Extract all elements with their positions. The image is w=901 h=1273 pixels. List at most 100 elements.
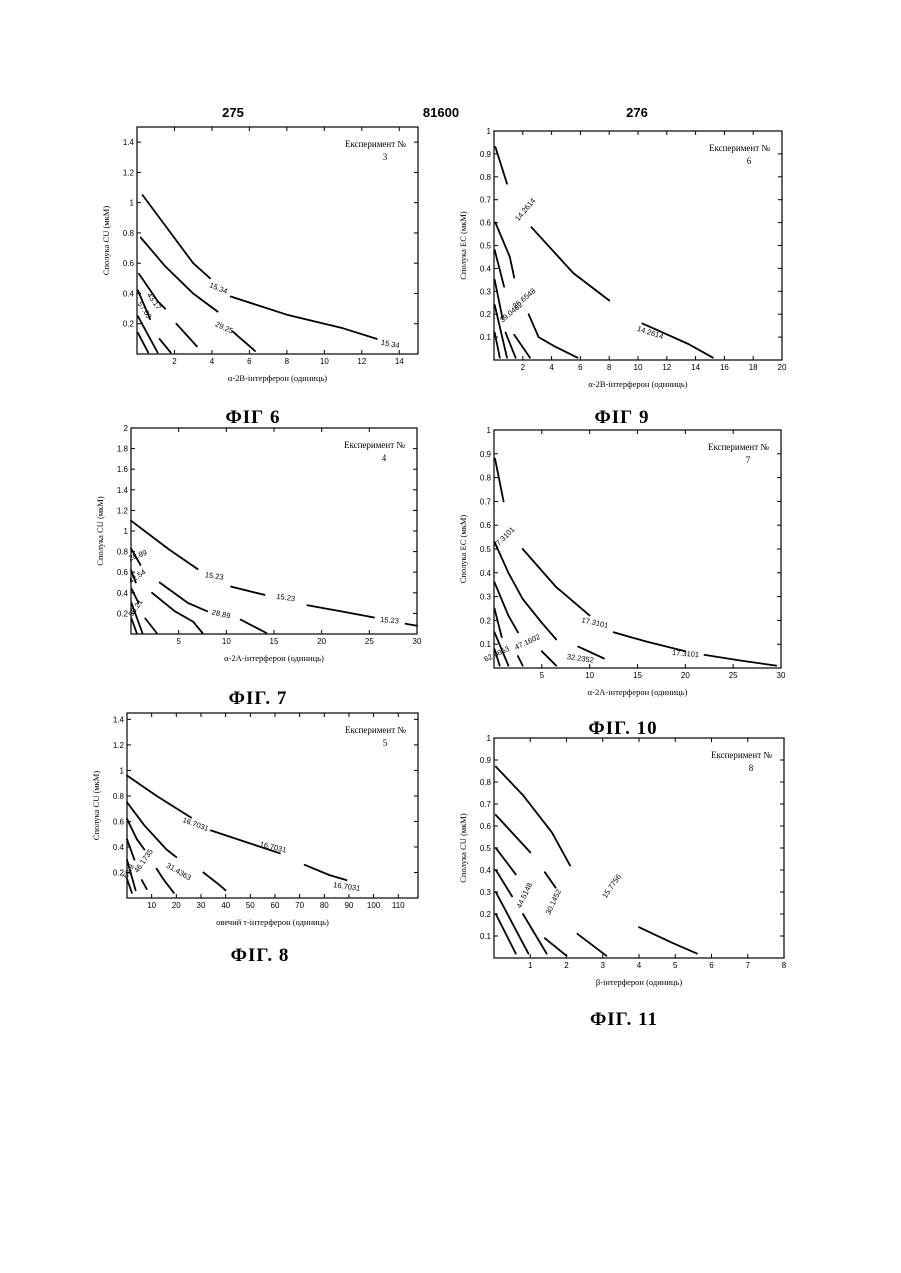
y-tick-label: 0.2 — [123, 320, 135, 329]
x-tick-label: 15 — [633, 671, 642, 680]
x-tick-label: 4 — [549, 363, 554, 372]
x-tick-label: 1 — [528, 961, 533, 970]
y-tick-label: 0.5 — [480, 242, 492, 251]
contour-value-label: 16.7031 — [333, 880, 361, 893]
x-tick-label: 20 — [317, 637, 326, 646]
charts-container: 24681012140.20.40.60.811.21.4α-2B-інтерф… — [91, 127, 787, 987]
y-tick-label: 0.4 — [480, 866, 492, 875]
y-tick-label: 0.2 — [480, 310, 492, 319]
contour-value-label: 47.1602 — [513, 632, 541, 652]
y-tick-label: 1.8 — [117, 445, 129, 454]
contour-value-label: 44.5148 — [515, 881, 535, 909]
contour-line — [138, 333, 148, 353]
y-tick-label: 0.3 — [480, 888, 492, 897]
y-tick-label: 0.2 — [480, 910, 492, 919]
contour-line — [241, 620, 267, 633]
x-tick-label: 6 — [709, 961, 714, 970]
contour-line — [127, 839, 134, 859]
y-tick-label: 0.1 — [480, 333, 492, 342]
contour-line — [127, 879, 132, 893]
y-tick-label: 0.1 — [480, 932, 492, 941]
y-tick-label: 1.2 — [113, 741, 125, 750]
contour-line — [523, 549, 590, 616]
experiment-number: 4 — [382, 453, 387, 463]
contour-line — [542, 651, 556, 665]
contour-line — [514, 335, 530, 358]
contour-value-label: 16.7031 — [181, 815, 210, 833]
figure-label-9: ФІГ 9 — [594, 407, 649, 428]
y-tick-label: 0.6 — [480, 521, 492, 530]
y-tick-label: 0.8 — [123, 229, 135, 238]
experiment-number: 6 — [747, 156, 752, 166]
x-tick-label: 8 — [607, 363, 612, 372]
y-tick-label: 0.4 — [480, 569, 492, 578]
y-tick-label: 0.9 — [480, 756, 492, 765]
x-axis-label: α-2B-інтерферон (одиниць) — [228, 373, 327, 383]
contour-value-label: 17.3101 — [581, 615, 609, 629]
plot-frame — [131, 428, 417, 634]
experiment-annotation: Експеримент № — [708, 442, 769, 452]
y-tick-label: 0.6 — [113, 817, 125, 826]
contour-value-label: 46.1735 — [132, 847, 155, 874]
contour-line — [138, 316, 158, 352]
contour-line — [145, 619, 156, 634]
experiment-annotation: Експеримент № — [345, 139, 406, 149]
x-tick-label: 30 — [197, 901, 206, 910]
x-tick-label: 14 — [691, 363, 700, 372]
y-tick-label: 1.2 — [123, 168, 135, 177]
contour-line — [496, 815, 531, 852]
x-tick-label: 10 — [634, 363, 643, 372]
y-axis-label: Сполука CU (мкМ) — [91, 771, 101, 841]
contour-value-label: 42.54 — [127, 567, 148, 585]
x-axis-label: α-2A-інтерферон (одиниць) — [224, 653, 324, 663]
figure-label-6: ФІГ 6 — [225, 407, 280, 428]
contour-line — [131, 521, 198, 569]
y-tick-label: 0.3 — [480, 287, 492, 296]
x-tick-label: 10 — [222, 637, 231, 646]
experiment-number: 7 — [746, 455, 751, 465]
contour-line — [231, 297, 377, 339]
y-tick-label: 0.8 — [113, 792, 125, 801]
contour-line — [545, 938, 567, 956]
x-tick-label: 20 — [681, 671, 690, 680]
y-tick-label: 1 — [120, 766, 125, 775]
experiment-annotation: Експеримент № — [344, 440, 405, 450]
contour-line — [231, 587, 264, 595]
contour-line — [406, 624, 417, 626]
y-tick-label: 1 — [487, 127, 492, 136]
contour-line — [307, 605, 374, 617]
y-axis-label: Сполука CU (мкМ) — [101, 206, 111, 276]
contour-value-label: 56.21 — [127, 598, 145, 619]
x-tick-label: 4 — [210, 357, 215, 366]
y-axis-label: Сполука CU (мкМ) — [95, 496, 105, 566]
x-tick-label: 5 — [540, 671, 545, 680]
experiment-annotation: Експеримент № — [709, 143, 770, 153]
figure-label-7: ФІГ. 7 — [229, 688, 288, 709]
contour-line — [495, 459, 504, 502]
contour-line — [152, 593, 203, 633]
y-tick-label: 0.3 — [480, 593, 492, 602]
y-tick-label: 0.7 — [480, 497, 492, 506]
contour-line — [496, 848, 516, 874]
contour-line — [495, 147, 507, 184]
x-tick-label: 8 — [285, 357, 290, 366]
y-tick-label: 1.4 — [123, 138, 135, 147]
contour-line — [160, 339, 171, 353]
y-tick-label: 0.8 — [480, 173, 492, 182]
contour-line — [127, 776, 191, 818]
contour-value-label: 32.2352 — [566, 652, 594, 665]
contour-value-label: 17.3101 — [491, 525, 517, 551]
y-tick-label: 1.4 — [113, 715, 125, 724]
contour-value-label: 15.34 — [380, 338, 400, 350]
y-tick-label: 0.6 — [480, 822, 492, 831]
y-tick-label: 0.9 — [480, 150, 492, 159]
contour-line — [495, 223, 514, 278]
y-tick-label: 1.4 — [117, 486, 129, 495]
contour-value-label: 16.7031 — [259, 839, 287, 854]
y-tick-label: 1.6 — [117, 465, 129, 474]
contour-value-label: 17.3101 — [672, 648, 700, 659]
patent-number: 81600 — [423, 105, 459, 120]
plot-frame — [494, 738, 784, 958]
contour-line — [305, 865, 347, 880]
